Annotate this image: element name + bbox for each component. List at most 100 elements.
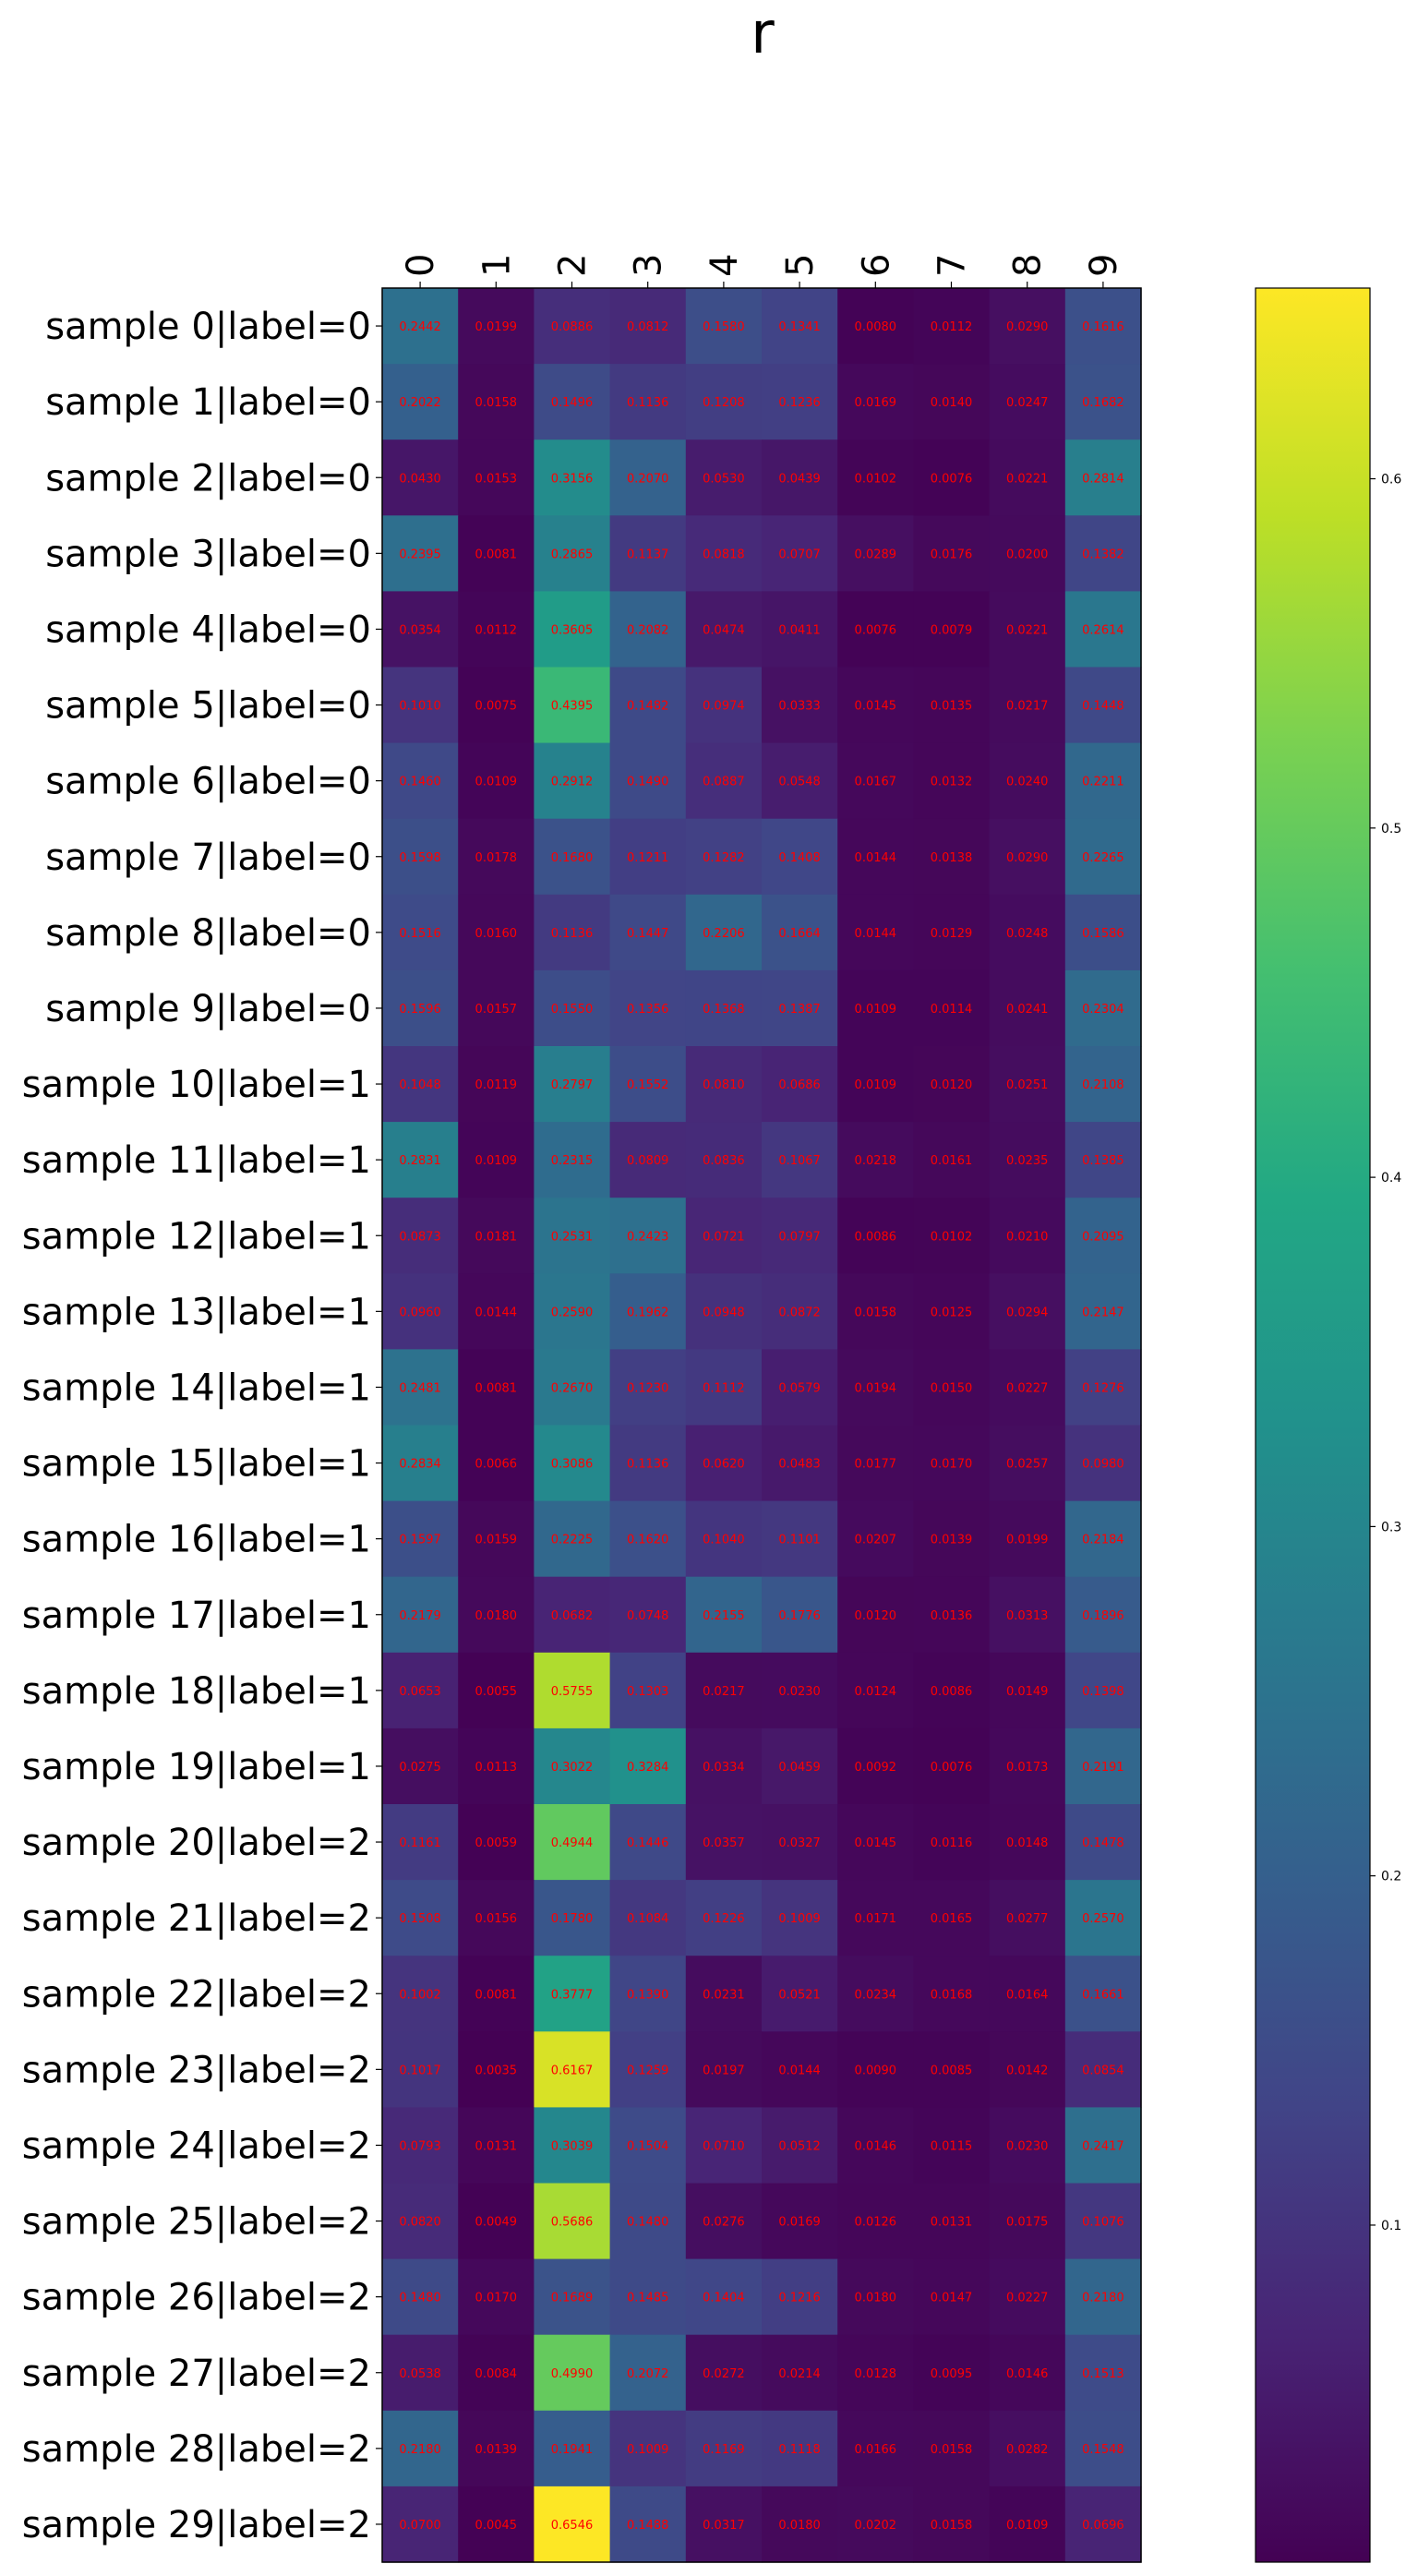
heatmap-cell <box>382 364 459 440</box>
heatmap-cell <box>382 2410 459 2487</box>
heatmap-cell <box>458 2031 535 2108</box>
heatmap-cell <box>458 1349 535 1426</box>
heatmap-cell <box>382 515 459 592</box>
heatmap-cell <box>458 591 535 668</box>
heatmap-cell <box>913 667 991 744</box>
heatmap-cell <box>458 288 535 365</box>
y-tick-label: sample 13|label=1 <box>22 1291 371 1333</box>
heatmap-cell <box>989 894 1066 971</box>
cell-value-label: 0.0132 <box>931 776 973 789</box>
heatmap-cell <box>685 894 763 971</box>
cell-value-label: 0.1962 <box>627 1306 669 1319</box>
cell-value-label: 0.2865 <box>551 548 594 561</box>
heatmap-cell <box>382 667 459 744</box>
y-tick-label: sample 29|label=2 <box>22 2504 371 2546</box>
cell-value-label: 0.0579 <box>778 1381 821 1395</box>
cell-value-label: 0.1620 <box>627 1534 669 1547</box>
heatmap-cell <box>458 439 535 516</box>
heatmap-cell <box>1064 667 1142 744</box>
cell-value-label: 0.0139 <box>475 2443 518 2457</box>
cell-value-label: 0.2570 <box>1082 1912 1124 1926</box>
heatmap-cell <box>762 2486 838 2563</box>
heatmap-cell <box>534 667 611 744</box>
heatmap-cell <box>382 818 459 896</box>
heatmap-cell <box>837 439 914 516</box>
heatmap-cell <box>989 818 1066 896</box>
heatmap-cell <box>458 2410 535 2487</box>
cell-value-label: 0.0235 <box>1006 1154 1049 1168</box>
heatmap-cell <box>1064 894 1142 971</box>
cell-value-label: 0.0129 <box>931 927 973 941</box>
cell-value-label: 0.0194 <box>855 1381 897 1395</box>
cell-value-label: 0.5755 <box>551 1685 594 1699</box>
cell-value-label: 0.0109 <box>1006 2519 1049 2533</box>
heatmap-cell <box>989 2107 1066 2185</box>
heatmap-cell <box>458 1804 535 1881</box>
heatmap-cell <box>534 2334 611 2412</box>
heatmap-cell <box>458 2486 535 2563</box>
cell-value-label: 0.1496 <box>551 396 594 410</box>
cell-value-label: 0.1398 <box>1082 1685 1124 1699</box>
cell-value-label: 0.0120 <box>931 1078 973 1092</box>
heatmap-cell <box>989 1576 1066 1654</box>
heatmap-cell <box>989 2183 1066 2260</box>
cell-value-label: 0.0548 <box>778 776 821 789</box>
cell-value-label: 0.0084 <box>475 2367 518 2381</box>
cell-value-label: 0.0248 <box>1006 927 1049 941</box>
cell-value-label: 0.0150 <box>931 1381 973 1395</box>
heatmap-cell <box>913 1349 991 1426</box>
cell-value-label: 0.2180 <box>399 2443 441 2457</box>
heatmap-cell <box>913 1500 991 1578</box>
cell-annotations: 0.2442 0.0199 0.0886 0.0812 0.1580 0.1341 0.00… <box>399 320 1124 2533</box>
cell-value-label: 0.1597 <box>399 1534 441 1547</box>
heatmap-cell <box>685 2183 763 2260</box>
cell-value-label: 0.0290 <box>1006 851 1049 865</box>
cell-value-label: 0.1447 <box>627 927 669 941</box>
heatmap-cell <box>989 2410 1066 2487</box>
heatmap-cell <box>762 2107 838 2185</box>
heatmap-cell <box>382 969 459 1047</box>
heatmap-cell <box>762 1956 838 2032</box>
cell-value-label: 0.0147 <box>931 2292 973 2305</box>
cell-value-label: 0.1404 <box>703 2292 745 2305</box>
heatmap-cell <box>609 1652 687 1729</box>
cell-value-label: 0.0276 <box>703 2216 745 2230</box>
cell-value-label: 0.0055 <box>475 1685 518 1699</box>
cell-value-label: 0.0530 <box>703 472 745 486</box>
heatmap-cell <box>534 2486 611 2563</box>
heatmap-cell <box>1064 1880 1142 1956</box>
heatmap-cell <box>534 1576 611 1654</box>
colorbar-tick-label: 0.6 <box>1381 473 1401 488</box>
cell-value-label: 0.1161 <box>399 1836 441 1850</box>
heatmap-cell <box>534 969 611 1047</box>
cell-value-label: 0.1048 <box>399 1078 441 1092</box>
heatmap-cell <box>913 1880 991 1956</box>
cell-value-label: 0.1382 <box>1082 548 1124 561</box>
heatmap-cell <box>534 591 611 668</box>
cell-value-label: 0.1616 <box>1082 320 1124 334</box>
colorbar-tick-label: 0.2 <box>1381 1870 1401 1884</box>
cell-value-label: 0.2395 <box>399 548 441 561</box>
x-tick-label: 9 <box>1083 254 1125 277</box>
x-tick-label: 2 <box>552 254 595 277</box>
cell-value-label: 0.0230 <box>1006 2139 1049 2153</box>
heatmap-cell <box>1064 1425 1142 1502</box>
cell-value-label: 0.1550 <box>551 1003 594 1017</box>
heatmap-cell <box>534 2410 611 2487</box>
cell-value-label: 0.0140 <box>931 396 973 410</box>
heatmap-cell <box>837 969 914 1047</box>
heatmap-cell <box>458 742 535 820</box>
cell-value-label: 0.0144 <box>778 2064 821 2077</box>
cell-value-label: 0.0142 <box>1006 2064 1049 2077</box>
colorbar-tick-label: 0.5 <box>1381 822 1401 837</box>
heatmap-cell <box>913 1804 991 1881</box>
heatmap-cell <box>382 1880 459 1956</box>
cell-value-label: 0.1385 <box>1082 1154 1124 1168</box>
y-tick-label: sample 18|label=1 <box>22 1670 371 1713</box>
heatmap-cell <box>989 591 1066 668</box>
heatmap-cell <box>837 1652 914 1729</box>
cell-value-label: 0.0125 <box>931 1306 973 1319</box>
heatmap-cell <box>913 1652 991 1729</box>
cell-value-label: 0.0158 <box>855 1306 897 1319</box>
